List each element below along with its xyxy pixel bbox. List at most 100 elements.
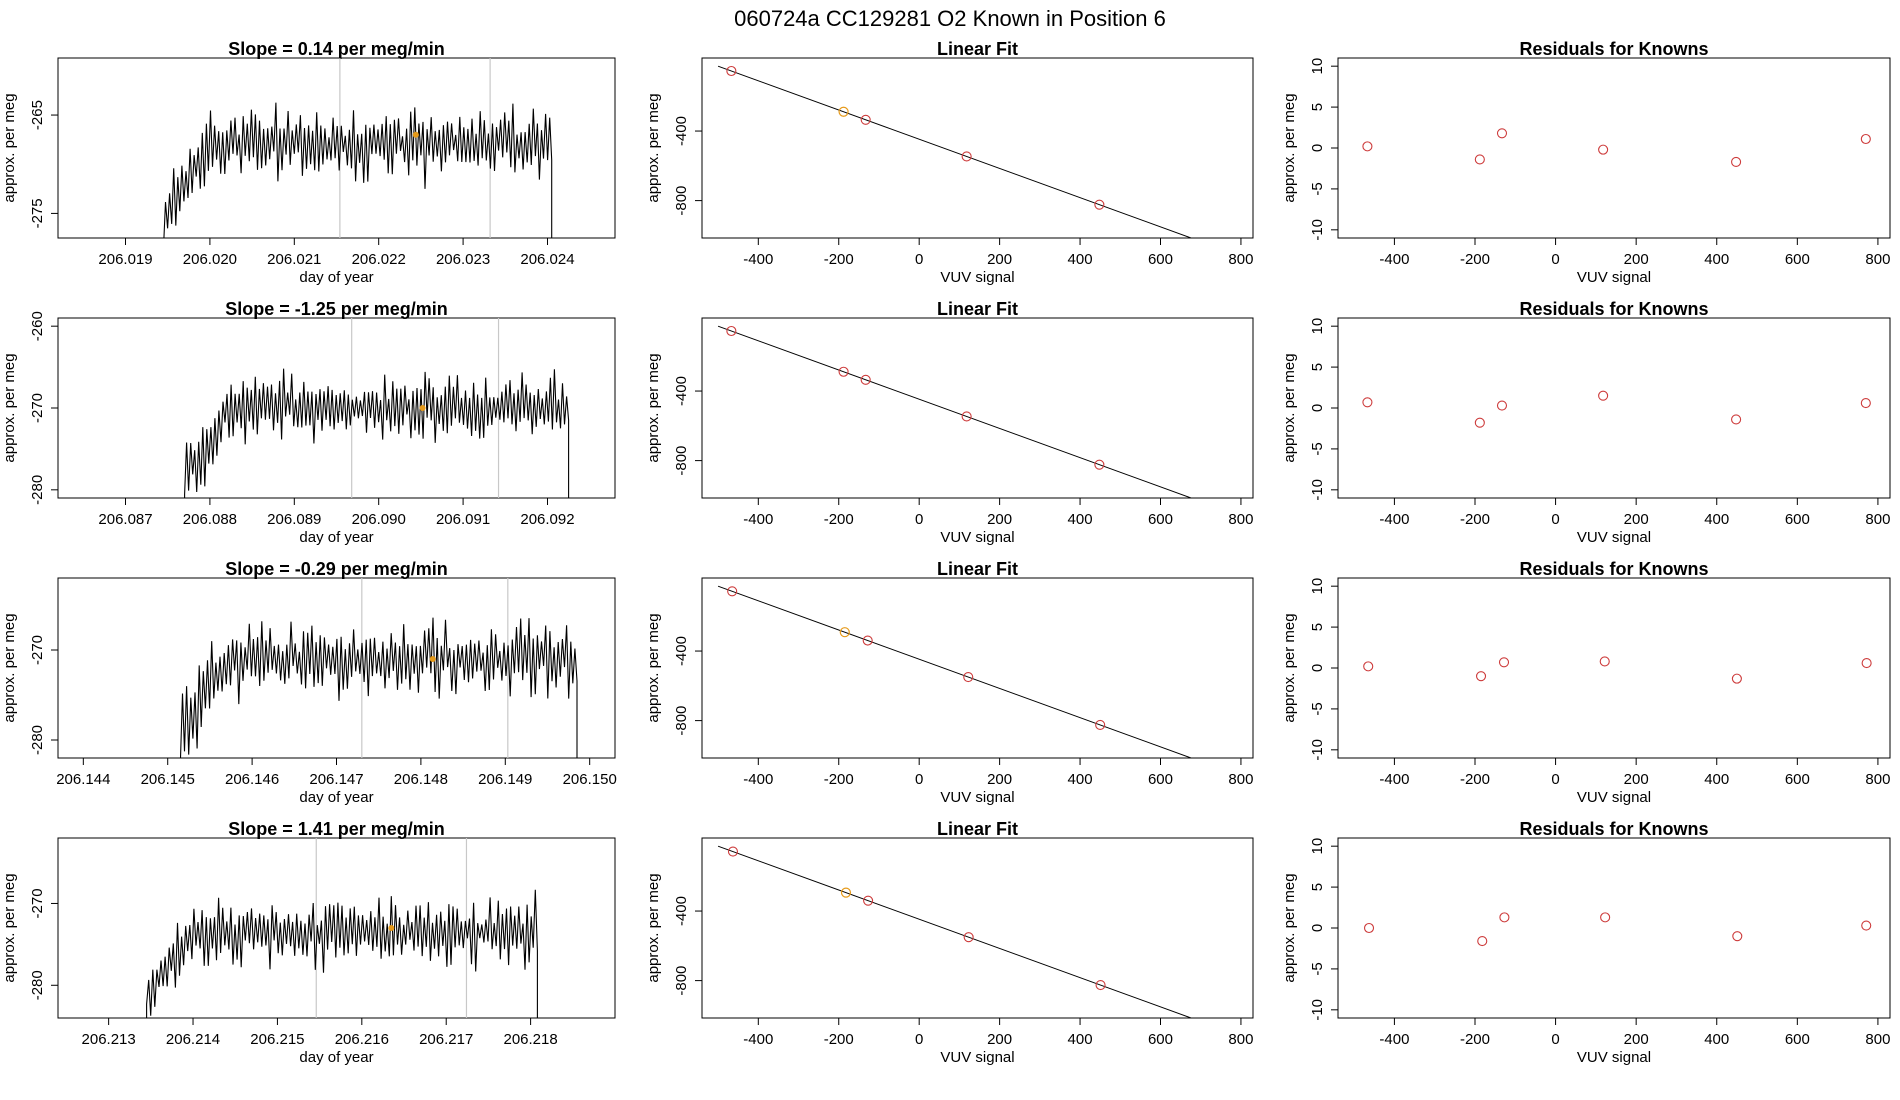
x-tick-label: -200 bbox=[1460, 771, 1490, 788]
x-tick-label: -400 bbox=[743, 511, 773, 528]
page-title: 060724a CC129281 O2 Known in Position 6 bbox=[734, 6, 1166, 31]
plot-area bbox=[717, 65, 1193, 238]
x-tick-label: 200 bbox=[987, 511, 1012, 528]
x-axis-label: day of year bbox=[299, 529, 373, 546]
y-tick-label: -10 bbox=[1309, 219, 1326, 241]
x-tick-label: -400 bbox=[743, 771, 773, 788]
chart-linear-fit-2: Linear Fit -400 -200 0 200 400 600 800 -400 -800 V… bbox=[645, 299, 1254, 546]
y-axis-label: approx. per meg bbox=[1, 353, 18, 462]
x-tick-label: 800 bbox=[1228, 771, 1253, 788]
x-tick-label: 400 bbox=[1704, 771, 1729, 788]
plot-frame bbox=[1337, 317, 1891, 499]
y-axis-label: approx. per meg bbox=[1281, 93, 1298, 202]
fit-line bbox=[717, 845, 1193, 1018]
x-axis-label: VUV signal bbox=[940, 529, 1014, 546]
chart-linear-fit-3: Linear Fit -400 -200 0 200 400 600 800 -400 -800 V… bbox=[645, 559, 1254, 806]
y-tick-label: -265 bbox=[29, 100, 46, 130]
y-tick-label: -400 bbox=[673, 116, 690, 146]
plot-frame bbox=[57, 57, 616, 239]
plot-frame bbox=[1337, 577, 1891, 759]
data-point bbox=[860, 114, 871, 125]
x-tick-label: 0 bbox=[915, 511, 923, 528]
chart-timeseries-4: Slope = 1.41 per meg/min 206.213 206.214 20… bbox=[1, 819, 616, 1066]
x-tick-label: 600 bbox=[1148, 251, 1173, 268]
plot-area bbox=[1362, 128, 1871, 167]
x-tick-label: -200 bbox=[1460, 1031, 1490, 1048]
x-tick-label: 206.144 bbox=[56, 771, 110, 788]
data-point bbox=[726, 65, 737, 77]
residual-point bbox=[1861, 658, 1872, 669]
y-tick-label: 0 bbox=[1309, 404, 1326, 412]
x-tick-label: 206.216 bbox=[335, 1031, 389, 1048]
x-tick-label: 800 bbox=[1865, 511, 1890, 528]
x-tick-label: 400 bbox=[1704, 1031, 1729, 1048]
chart-title: Linear Fit bbox=[937, 299, 1018, 319]
x-tick-label: 600 bbox=[1148, 1031, 1173, 1048]
x-tick-label: 206.022 bbox=[352, 251, 406, 268]
x-tick-label: 800 bbox=[1865, 771, 1890, 788]
plot-frame bbox=[57, 837, 616, 1019]
x-axis-label: day of year bbox=[299, 269, 373, 286]
x-tick-label: -200 bbox=[1460, 251, 1490, 268]
data-point bbox=[961, 411, 972, 422]
x-tick-label: 206.214 bbox=[166, 1031, 220, 1048]
y-tick-label: -260 bbox=[29, 311, 46, 341]
chart-title: Slope = -1.25 per meg/min bbox=[225, 299, 448, 319]
x-tick-label: -400 bbox=[1379, 1031, 1409, 1048]
x-tick-label: 206.215 bbox=[250, 1031, 304, 1048]
chart-title: Slope = 0.14 per meg/min bbox=[228, 39, 445, 59]
plot-area bbox=[1362, 390, 1871, 428]
y-tick-label: -10 bbox=[1309, 739, 1326, 761]
chart-title: Slope = 1.41 per meg/min bbox=[228, 819, 445, 839]
x-tick-label: 0 bbox=[915, 1031, 923, 1048]
y-tick-label: -5 bbox=[1309, 182, 1326, 195]
residual-point bbox=[1731, 673, 1742, 684]
plot-area bbox=[179, 578, 578, 758]
y-tick-label: -10 bbox=[1309, 479, 1326, 501]
x-tick-label: -400 bbox=[743, 1031, 773, 1048]
residual-point bbox=[1496, 128, 1508, 139]
x-tick-label: 206.147 bbox=[309, 771, 363, 788]
data-point bbox=[727, 846, 739, 857]
x-tick-label: 800 bbox=[1228, 511, 1253, 528]
y-tick-label: -800 bbox=[673, 186, 690, 216]
x-tick-label: 600 bbox=[1148, 771, 1173, 788]
x-tick-label: 206.149 bbox=[478, 771, 532, 788]
x-tick-label: 400 bbox=[1068, 511, 1093, 528]
chart-title: Residuals for Knowns bbox=[1519, 39, 1708, 59]
data-point bbox=[1094, 459, 1105, 470]
x-tick-label: 200 bbox=[1624, 771, 1649, 788]
y-tick-label: 10 bbox=[1309, 58, 1326, 75]
chart-linear-fit-4: Linear Fit -400 -200 0 200 400 600 800 -400 -800 V… bbox=[645, 819, 1254, 1066]
y-tick-label: 10 bbox=[1309, 578, 1326, 595]
x-tick-label: -400 bbox=[743, 251, 773, 268]
x-tick-label: 0 bbox=[1551, 1031, 1559, 1048]
chart-title: Linear Fit bbox=[937, 559, 1018, 579]
data-point bbox=[839, 627, 850, 638]
y-tick-label: 0 bbox=[1309, 144, 1326, 152]
residual-point bbox=[1599, 656, 1610, 667]
residual-point bbox=[1731, 414, 1742, 425]
y-tick-label: 5 bbox=[1309, 363, 1326, 371]
residual-point bbox=[1860, 398, 1871, 409]
x-tick-label: 206.089 bbox=[267, 511, 321, 528]
residual-point bbox=[1860, 133, 1871, 145]
y-tick-label: -800 bbox=[673, 446, 690, 476]
data-point bbox=[862, 635, 873, 646]
x-axis-label: day of year bbox=[299, 789, 373, 806]
y-tick-label: -5 bbox=[1309, 962, 1326, 975]
y-tick-label: -270 bbox=[29, 888, 46, 918]
plot-area bbox=[717, 845, 1193, 1018]
x-tick-label: -200 bbox=[824, 251, 854, 268]
chart-title: Linear Fit bbox=[937, 39, 1018, 59]
x-tick-label: 200 bbox=[1624, 511, 1649, 528]
fit-line bbox=[717, 65, 1193, 238]
x-axis-label: VUV signal bbox=[1577, 529, 1651, 546]
x-tick-label: -400 bbox=[1379, 251, 1409, 268]
data-point bbox=[963, 932, 974, 943]
x-axis-label: day of year bbox=[299, 1049, 373, 1066]
fit-line bbox=[717, 325, 1193, 498]
residual-point bbox=[1475, 671, 1487, 682]
y-tick-label: -10 bbox=[1309, 999, 1326, 1021]
